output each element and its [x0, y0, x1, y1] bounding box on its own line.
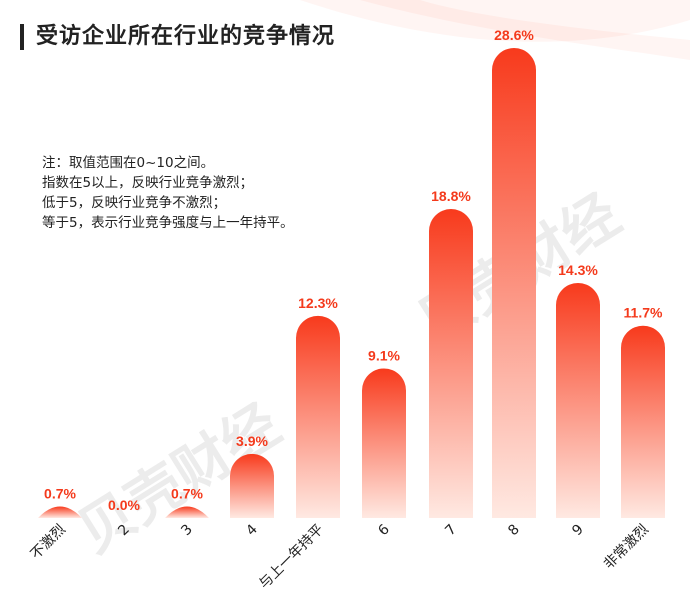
note-line: 等于5，表示行业竞争强度与上一年持平。	[42, 215, 294, 231]
note-line: 指数在5以上，反映行业竞争激烈；	[42, 175, 254, 191]
chart-note: 注：取值范围在0~10之间。 指数在5以上，反映行业竞争激烈； 低于5，反映行业…	[42, 153, 294, 233]
value-label: 0.7%	[44, 485, 76, 501]
value-label: 18.8%	[431, 188, 471, 204]
bar-4	[230, 453, 274, 518]
category-label: 非常激烈	[600, 521, 652, 573]
category-label: 6	[375, 521, 393, 539]
bar-5	[296, 315, 340, 518]
bar-8	[492, 48, 536, 518]
note-line: 注：取值范围在0~10之间。	[42, 155, 215, 171]
value-label: 28.6%	[494, 27, 534, 43]
note-line: 低于5，反映行业竞争不激烈；	[42, 195, 227, 211]
bar-1	[38, 506, 82, 518]
value-label: 11.7%	[624, 305, 663, 321]
category-label: 4	[243, 521, 261, 539]
value-label: 0.0%	[108, 497, 140, 513]
category-label: 8	[505, 522, 523, 540]
value-label: 14.3%	[558, 262, 598, 278]
category-label: 3	[178, 522, 196, 540]
bar-7	[429, 209, 473, 518]
value-label: 12.3%	[298, 295, 338, 311]
value-label: 0.7%	[171, 485, 203, 501]
title-accent-bar	[20, 24, 24, 50]
category-label: 7	[442, 522, 460, 540]
bar-3	[165, 506, 209, 518]
category-label: 9	[569, 522, 587, 540]
bar-6	[362, 368, 406, 518]
value-label: 3.9%	[236, 433, 268, 449]
category-label: 不激烈	[27, 521, 69, 563]
chart-title: 受访企业所在行业的竞争情况	[36, 24, 336, 49]
value-label: 9.1%	[368, 347, 400, 363]
category-label: 2	[115, 522, 133, 540]
bar-10	[621, 325, 665, 518]
category-label: 与上一年持平	[256, 522, 327, 593]
bar-9	[556, 283, 600, 518]
